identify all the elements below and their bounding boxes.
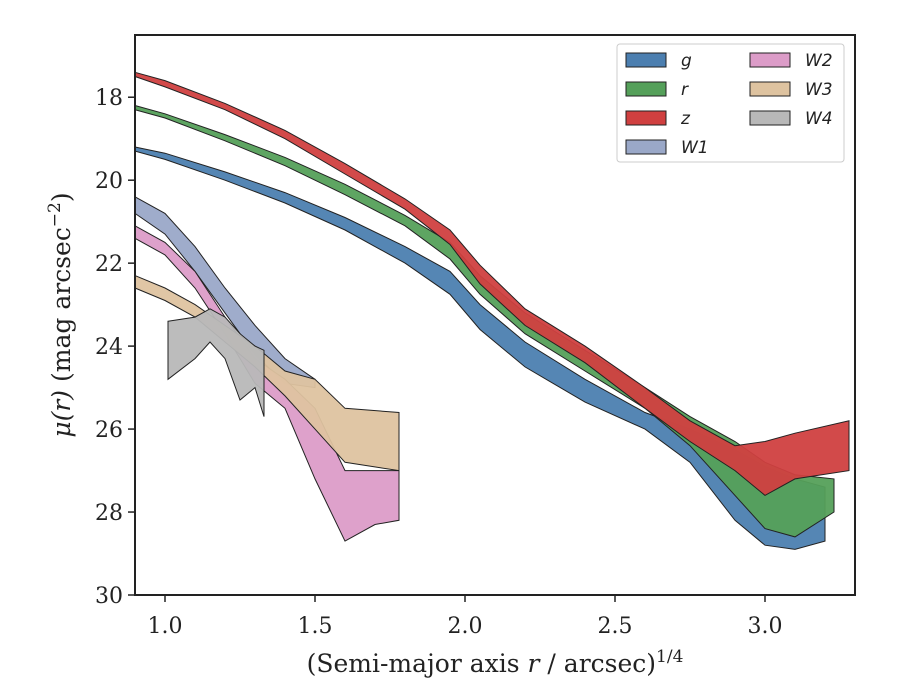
legend-swatch-w4 — [749, 110, 791, 126]
y-axis: 18 20 22 24 26 28 30 — [95, 86, 135, 609]
y-tick-label: 30 — [95, 584, 123, 609]
legend-label-r: r — [681, 80, 689, 100]
legend-swatch-r — [625, 81, 667, 97]
y-tick-label: 26 — [95, 418, 123, 443]
profile-areas — [134, 71, 850, 550]
area-w4 — [167, 308, 265, 417]
legend-swatch-z — [625, 110, 667, 126]
legend-swatch-w3 — [749, 81, 791, 97]
x-tick-label: 1.0 — [148, 614, 183, 639]
x-tick-label: 3.0 — [748, 614, 783, 639]
legend-label-g: g — [681, 51, 692, 71]
legend-label-w2: W2 — [805, 51, 833, 71]
legend-swatch-w2 — [749, 52, 791, 68]
x-axis-label: (Semi-major axis r / arcsec)1/4 — [307, 647, 684, 678]
y-tick-label: 22 — [95, 252, 123, 277]
x-axis: 1.0 1.5 2.0 2.5 3.0 — [148, 595, 783, 639]
y-tick-label: 24 — [95, 335, 123, 360]
y-tick-label: 18 — [95, 86, 123, 111]
area-z — [134, 71, 850, 497]
x-tick-label: 2.5 — [598, 614, 633, 639]
y-axis-label: μ(r) (mag arcsec−2) — [45, 192, 76, 437]
x-tick-label: 1.5 — [298, 614, 333, 639]
area-w2 — [134, 224, 400, 542]
legend-swatch-g — [625, 52, 667, 68]
x-tick-label: 2.0 — [448, 614, 483, 639]
legend-box — [616, 43, 845, 163]
legend-label-w1: W1 — [681, 138, 709, 158]
y-tick-label: 20 — [95, 169, 123, 194]
legend: grz W1 W2 W3 W4 — [616, 43, 845, 163]
legend-swatch-w1 — [625, 139, 667, 155]
legend-label-w3: W3 — [805, 80, 833, 100]
plot-frame — [134, 34, 856, 596]
legend-label-w4: W4 — [805, 109, 833, 129]
legend-label-z: z — [680, 109, 691, 129]
y-tick-label: 28 — [95, 501, 123, 526]
